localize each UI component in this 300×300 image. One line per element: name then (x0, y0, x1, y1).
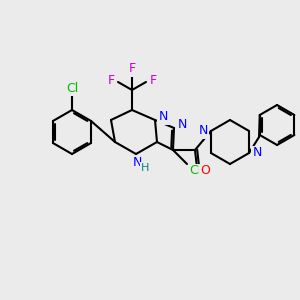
Text: N: N (198, 124, 208, 137)
Text: Cl: Cl (66, 82, 78, 94)
Text: N: N (177, 118, 187, 130)
Text: H: H (141, 163, 149, 173)
Text: O: O (200, 164, 210, 178)
Text: F: F (128, 62, 136, 76)
Text: N: N (132, 157, 142, 169)
Text: N: N (252, 146, 262, 160)
Text: N: N (158, 110, 168, 124)
Text: Cl: Cl (189, 164, 201, 178)
Text: F: F (107, 74, 115, 86)
Text: F: F (149, 74, 157, 86)
